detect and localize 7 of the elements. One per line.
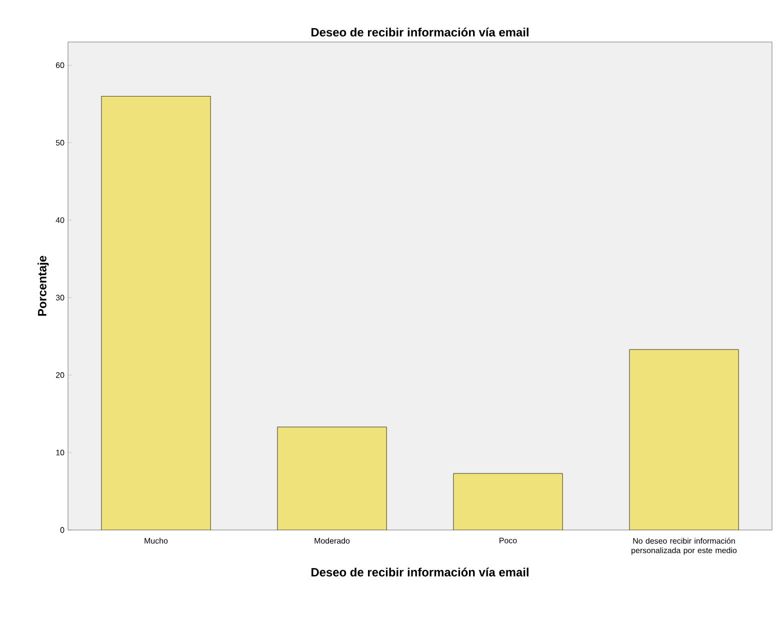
bar (277, 426, 387, 530)
x-axis-title: Deseo de recibir información vía email (312, 568, 528, 576)
bar (629, 349, 739, 530)
y-axis-title: Porcentaje (38, 256, 49, 316)
bar (101, 96, 211, 530)
chart-title: Deseo de recibir información vía email (312, 28, 528, 36)
bar (453, 473, 563, 530)
